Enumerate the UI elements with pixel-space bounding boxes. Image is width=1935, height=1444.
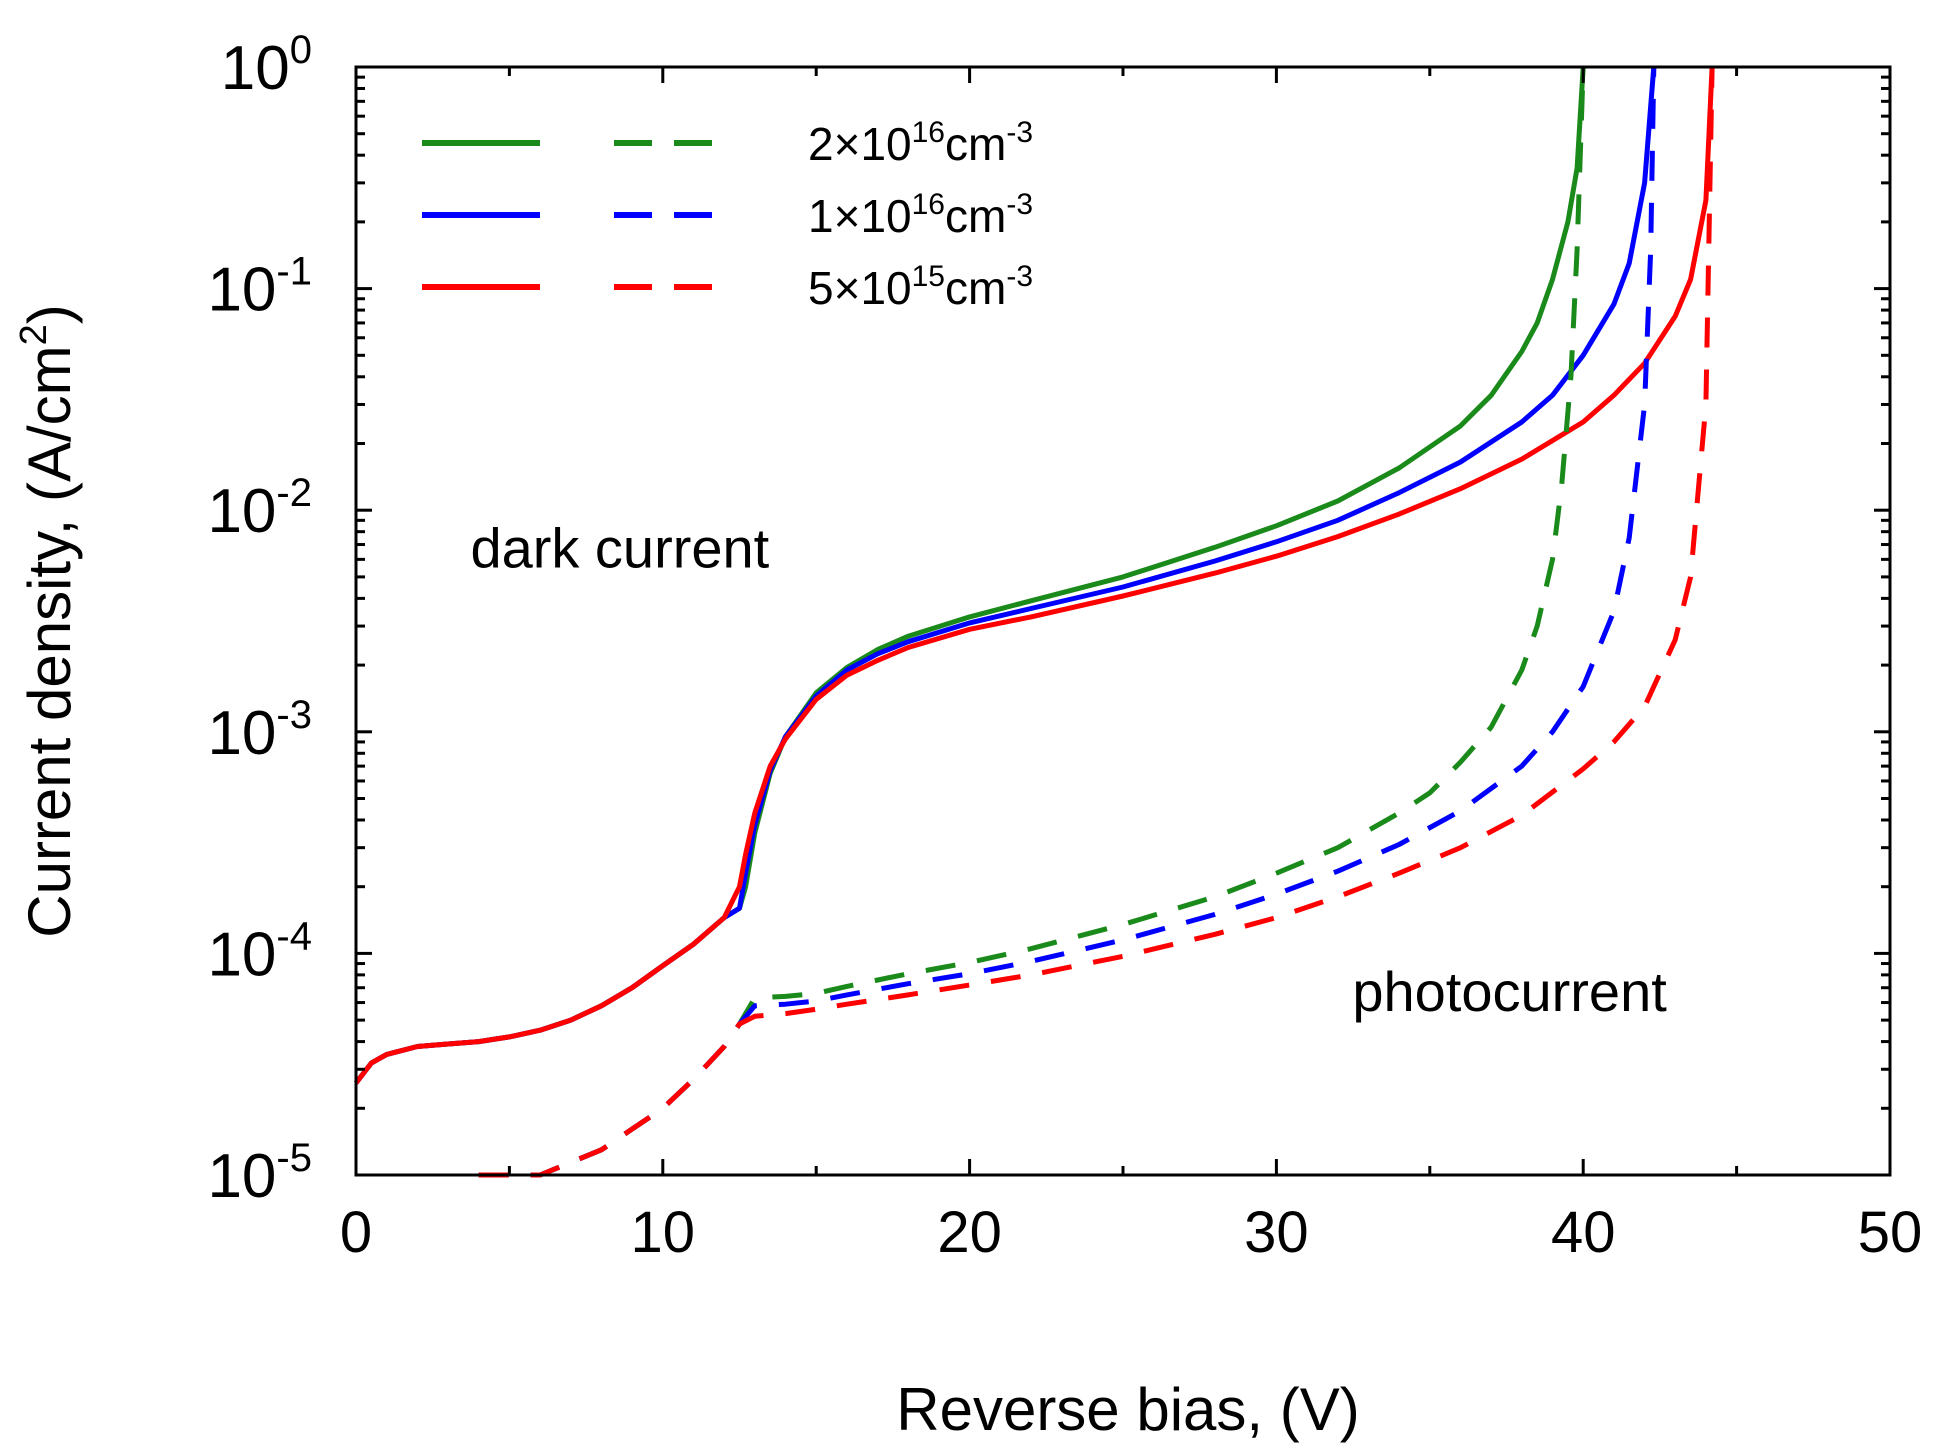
x-tick-label: 20 [937, 1200, 1002, 1265]
annotation-dark-current: dark current [470, 517, 769, 580]
y-axis-title: Current density, (A/cm2) [13, 304, 83, 938]
y-tick-label: 10-2 [207, 471, 312, 546]
legend-label: 2×1016cm-3 [808, 116, 1033, 170]
y-axis: 10-5 10-4 10-3 10-2 10-1 100 [207, 28, 1890, 1211]
legend-item: 5×1015cm-3 [422, 260, 1033, 314]
x-axis-title: Reverse bias, (V) [896, 1376, 1359, 1443]
y-tick-label: 10-4 [207, 914, 312, 989]
annotation-photocurrent: photocurrent [1352, 960, 1667, 1023]
x-axis: 0 10 20 30 40 50 [340, 67, 1922, 1265]
y-tick-label: 100 [221, 28, 312, 103]
series-group [354, 66, 1715, 1178]
legend-item: 1×1016cm-3 [422, 188, 1033, 242]
y-tick-label: 10-5 [207, 1136, 312, 1211]
x-tick-label: 50 [1858, 1200, 1923, 1265]
series-line-2 [354, 66, 1715, 1085]
legend-item: 2×1016cm-3 [422, 116, 1033, 170]
x-tick-label: 30 [1244, 1200, 1309, 1265]
y-tick-label: 10-1 [207, 250, 312, 325]
legend: 2×1016cm-3 1×1016cm-3 5×1015cm-3 [422, 116, 1033, 314]
legend-label: 1×1016cm-3 [808, 188, 1033, 242]
y-tick-label: 10-3 [207, 693, 312, 768]
x-tick-label: 0 [340, 1200, 372, 1265]
series-line-5 [478, 66, 1715, 1178]
legend-label: 5×1015cm-3 [808, 260, 1033, 314]
x-tick-label: 10 [631, 1200, 696, 1265]
x-tick-label: 40 [1551, 1200, 1616, 1265]
